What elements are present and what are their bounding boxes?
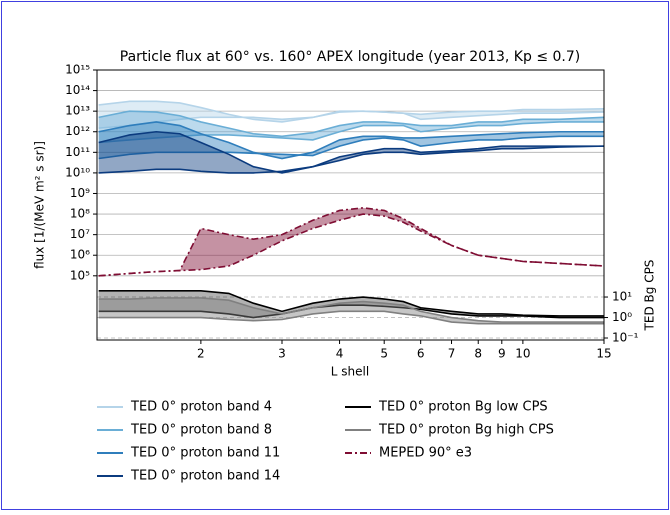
y-tick-label: 10¹³ [65,104,90,118]
series-line [98,297,604,323]
band-fill [98,131,604,173]
band-fill [98,101,604,129]
series-line [98,121,604,160]
y2-tick-label: 10⁻¹ [612,331,639,345]
series-line [98,310,604,325]
legend-label: TED 0° proton band 11 [130,446,280,461]
series-line [98,290,604,317]
band-fill [98,290,604,318]
legend-label: TED 0° proton Bg high CPS [378,423,554,438]
band-fill [98,121,604,159]
y-tick-label: 10¹² [65,124,90,138]
legend-label: TED 0° proton band 4 [130,400,272,415]
x-tick-label: 9 [498,347,506,361]
y2-axis-label: TED Bg CPS [643,260,657,332]
x-axis-label: L shell [331,365,369,379]
x-tick-label: 6 [417,347,425,361]
series-line [98,145,605,174]
legend-label: MEPED 90° e3 [379,446,472,461]
x-tick-label: 7 [448,347,456,361]
series-line [98,135,604,160]
x-tick-label: 10 [515,347,530,361]
chart-title: Particle flux at 60° vs. 160° APEX longi… [120,49,580,65]
y-tick-label: 10¹⁰ [65,165,90,179]
y2-tick-label: 10⁰ [612,310,632,324]
series-line [98,207,605,277]
y-axis-label: flux [1/(MeV m² s sr)] [33,141,47,269]
x-tick-label: 3 [278,347,286,361]
legend-label: TED 0° proton band 8 [130,423,272,438]
series-line [98,110,605,129]
y-tick-label: 10⁶ [70,248,90,262]
y-tick-label: 10⁵ [70,268,90,282]
band-fill [98,207,604,276]
legend-label: TED 0° proton band 14 [130,469,280,484]
y-tick-label: 10⁹ [70,186,90,200]
y2-tick-label: 10¹ [612,290,632,304]
legend-label: TED 0° proton Bg low CPS [378,400,548,415]
y-tick-label: 10¹⁵ [65,63,90,77]
y-tick-label: 10¹¹ [65,145,90,159]
x-tick-label: 4 [336,347,344,361]
x-tick-label: 5 [380,347,388,361]
series-line [98,121,604,144]
y-tick-label: 10¹⁴ [65,83,90,97]
series-line [98,110,605,138]
x-tick-label: 2 [197,347,205,361]
y-tick-label: 10⁷ [70,227,90,241]
y-tick-label: 10⁸ [70,207,90,221]
plot-frame [96,69,605,341]
series-line [98,304,604,319]
x-tick-label: 15 [596,347,611,361]
x-tick-label: 8 [474,347,482,361]
series-line [98,130,604,174]
